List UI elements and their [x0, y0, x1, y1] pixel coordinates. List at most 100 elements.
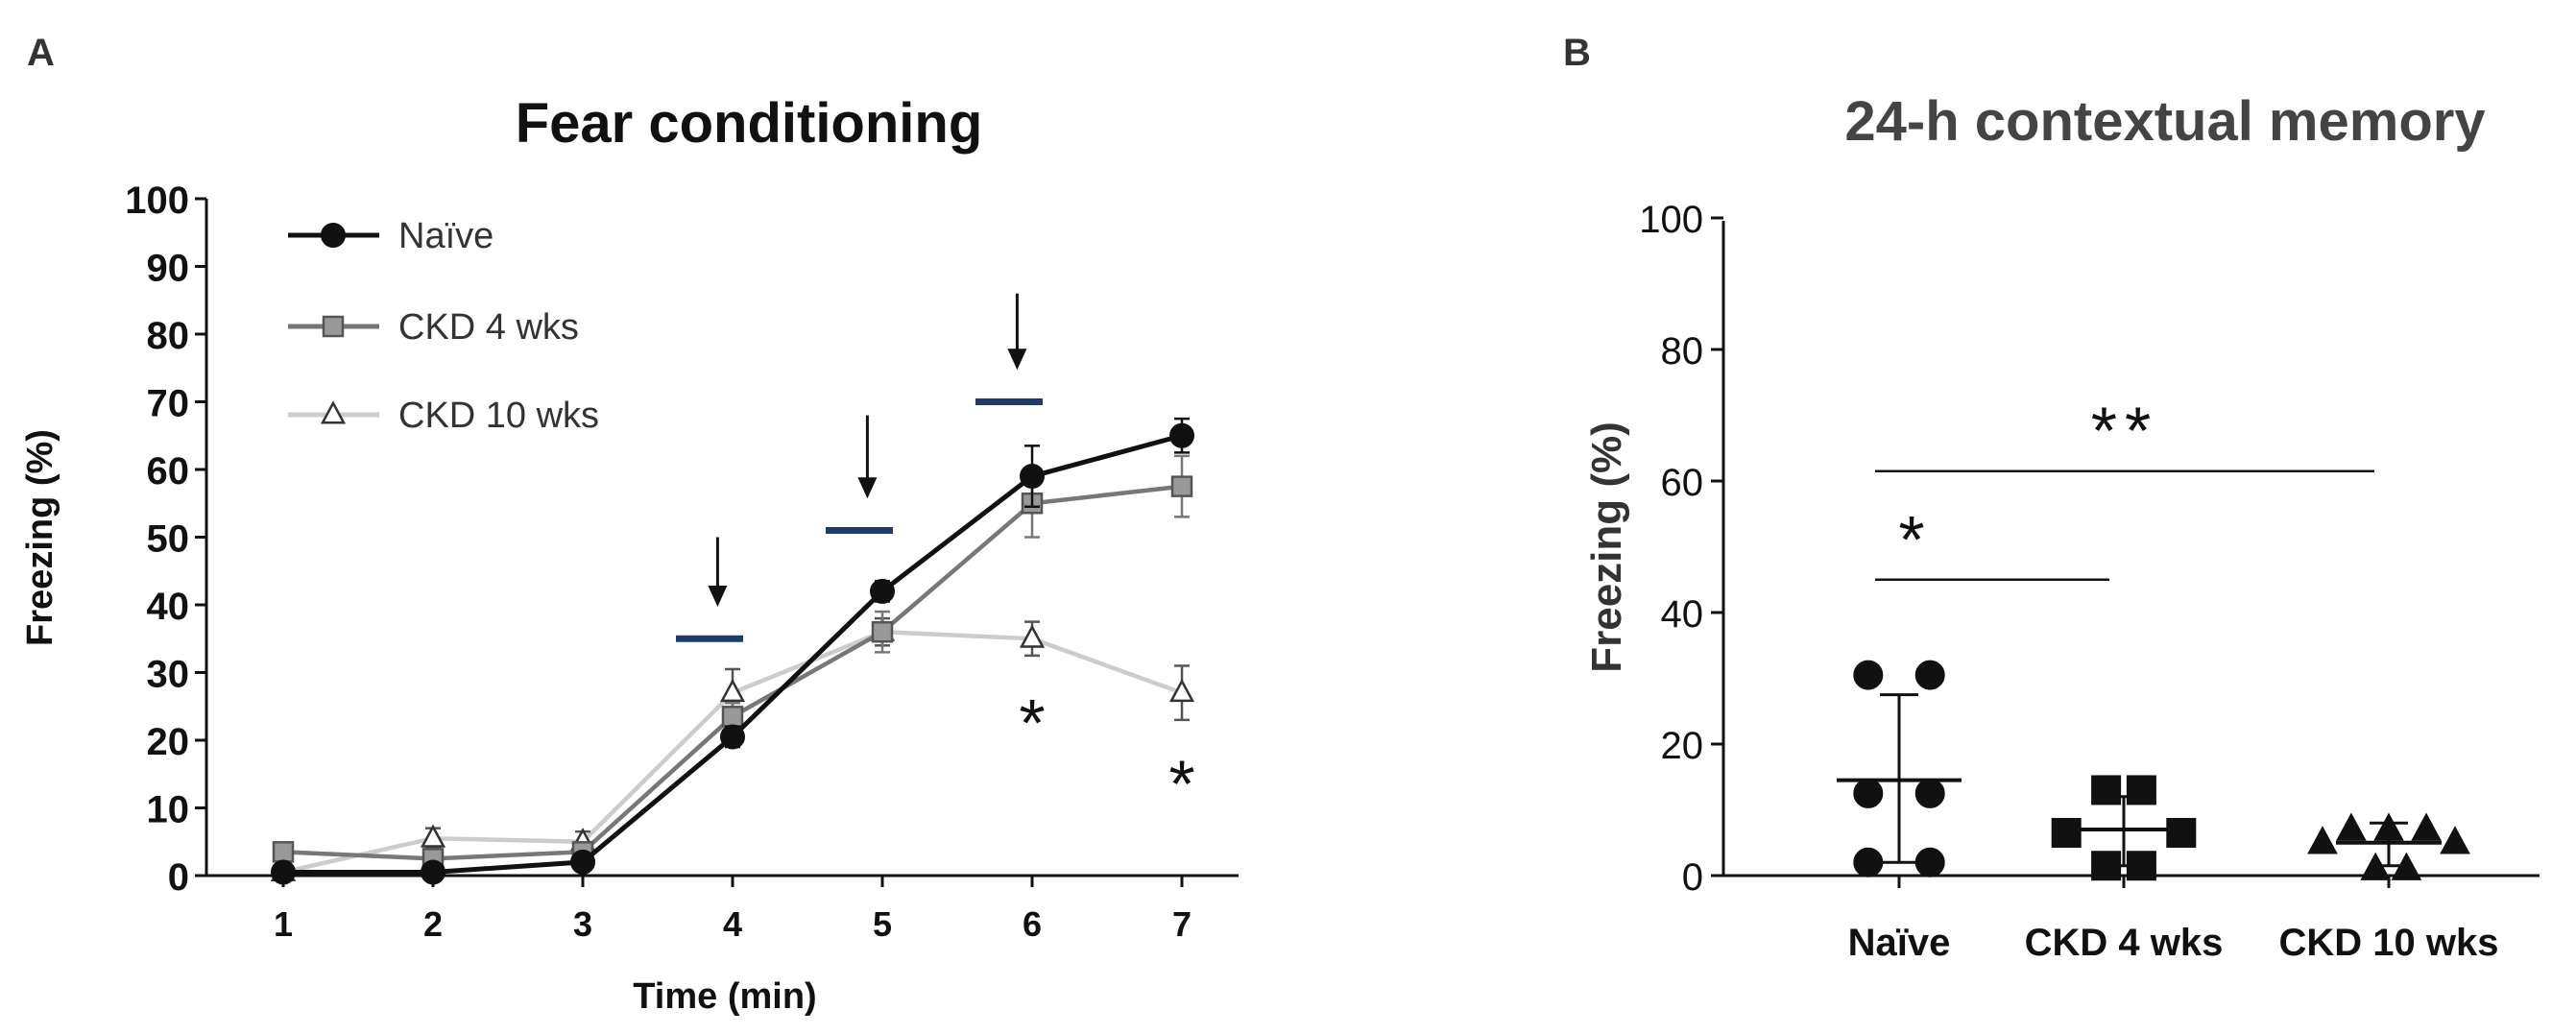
- data-point: [2440, 826, 2470, 854]
- x-tick-label: CKD 4 wks: [2025, 922, 2224, 964]
- arrows: [708, 293, 1027, 607]
- data-point: [1914, 847, 1945, 878]
- data-point: [1853, 847, 1884, 878]
- arrow-head: [857, 477, 878, 499]
- y-tick-label: 30: [147, 654, 190, 696]
- data-point: [2391, 852, 2422, 880]
- data-point: [719, 678, 746, 703]
- legend-marker: [320, 400, 347, 424]
- y-tick-label: 100: [1639, 199, 1703, 241]
- y-tick-label: 60: [1661, 462, 1704, 504]
- chart-a-annotations: **: [1019, 685, 1194, 821]
- x-tick-label: CKD 10 wks: [2279, 922, 2499, 964]
- group-triangle: [2307, 812, 2470, 880]
- data-point: [1914, 660, 1945, 690]
- significance-asterisk: *: [1898, 502, 1932, 577]
- chart-b-y-label: Freezing (%): [1583, 421, 1630, 673]
- panel-b-label: B: [1563, 32, 1591, 74]
- y-tick-label: 20: [147, 721, 190, 763]
- group-circle: [1837, 660, 1962, 878]
- x-tick-label: 7: [1172, 904, 1192, 944]
- chart-a-y-ticks: 0 10 20 30 40 50 60 70 80 90 100: [125, 180, 206, 899]
- chart-b-title: 24-h contextual memory: [1844, 90, 2485, 153]
- x-tick-label: 1: [274, 904, 293, 944]
- chart-a-series: [270, 417, 1195, 885]
- y-tick-label: 90: [147, 248, 190, 290]
- series-square: [272, 454, 1193, 870]
- data-point: [421, 859, 445, 885]
- x-tick-label: 2: [423, 904, 443, 944]
- data-point: [1914, 778, 1945, 808]
- legend-label: CKD 10 wks: [398, 396, 599, 436]
- chart-b-y-ticks: 0 20 40 60 80 100: [1639, 199, 1723, 899]
- data-point: [2091, 775, 2122, 806]
- data-point: [2360, 852, 2392, 880]
- data-point: [272, 841, 295, 863]
- data-point: [2411, 812, 2442, 841]
- data-point: [1853, 660, 1884, 690]
- panel-a-label: A: [27, 32, 55, 74]
- data-point: [2091, 851, 2122, 881]
- arrow-head: [708, 586, 728, 607]
- data-point: [870, 578, 895, 604]
- x-tick-label: Naïve: [1848, 922, 1951, 964]
- y-tick-label: 0: [168, 856, 189, 899]
- y-tick-label: 10: [147, 789, 190, 831]
- significance-asterisk: **: [2091, 394, 2158, 469]
- data-point: [720, 724, 745, 750]
- data-point: [420, 824, 446, 848]
- data-point: [1020, 464, 1045, 490]
- y-tick-label: 100: [125, 180, 189, 222]
- contextual-memory-chart: 24-h contextual memory 0 20 40 60 80 100 Naïv…: [1583, 90, 2540, 964]
- data-point: [1853, 778, 1884, 808]
- chart-a-x-label: Time (min): [633, 976, 816, 1017]
- data-point: [2166, 817, 2197, 848]
- legend-marker: [321, 223, 346, 248]
- y-tick-label: 70: [147, 383, 190, 425]
- data-point: [2051, 817, 2082, 848]
- data-point: [271, 859, 296, 885]
- y-tick-label: 50: [147, 518, 190, 561]
- y-tick-label: 40: [1661, 593, 1704, 636]
- y-tick-label: 60: [147, 450, 190, 493]
- data-point: [1019, 624, 1046, 648]
- y-tick-label: 80: [147, 315, 190, 357]
- chart-b-significance: ***: [1875, 394, 2374, 581]
- data-point: [721, 706, 744, 728]
- chart-a-title: Fear conditioning: [516, 92, 983, 155]
- legend-label: CKD 4 wks: [398, 307, 579, 348]
- significance-asterisk: *: [1019, 685, 1045, 760]
- y-tick-label: 80: [1661, 330, 1704, 373]
- significance-asterisk: *: [1168, 746, 1194, 821]
- data-point: [1170, 475, 1193, 497]
- data-point: [2126, 775, 2156, 806]
- data-point: [2336, 812, 2367, 841]
- chart-a-x-ticks: 1 2 3 4 5 6 7: [274, 876, 1192, 944]
- data-point: [871, 620, 894, 643]
- chart-b-x-ticks: Naïve CKD 4 wks CKD 10 wks: [1848, 876, 2499, 964]
- x-tick-label: 6: [1023, 904, 1042, 944]
- data-point: [2307, 826, 2338, 854]
- y-tick-label: 20: [1661, 725, 1704, 767]
- data-point: [1169, 422, 1194, 448]
- chart-a-legend: Naïve CKD 4 wks CKD 10 wks: [288, 216, 599, 436]
- y-tick-label: 0: [1682, 856, 1703, 899]
- chart-b-groups: [1837, 660, 2470, 881]
- legend-marker: [322, 315, 345, 338]
- arrow-head: [1007, 349, 1027, 371]
- fear-conditioning-chart: Fear conditioning 0 10 20 30 40 50 60 70 80 90 100…: [20, 92, 1239, 1017]
- shock-bars: [676, 398, 1043, 642]
- data-point: [2373, 812, 2404, 841]
- x-tick-label: 4: [723, 904, 742, 944]
- data-point: [2126, 851, 2156, 881]
- group-square: [2051, 775, 2197, 881]
- legend-label: Naïve: [398, 216, 494, 256]
- data-point: [570, 849, 595, 875]
- x-tick-label: 5: [873, 904, 892, 944]
- chart-a-y-label: Freezing (%): [20, 429, 60, 646]
- x-tick-label: 3: [573, 904, 592, 944]
- y-tick-label: 40: [147, 586, 190, 628]
- data-point: [1168, 678, 1195, 703]
- series-circle: [271, 417, 1194, 885]
